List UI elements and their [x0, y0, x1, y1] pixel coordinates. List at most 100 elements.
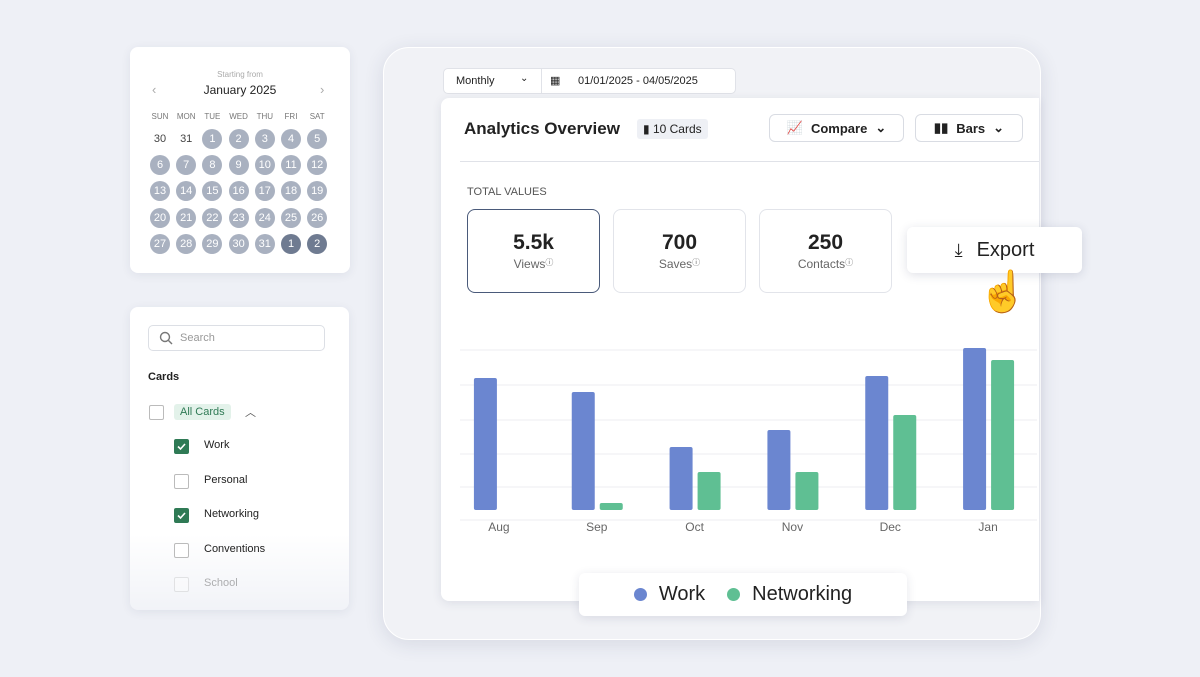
date-bar: Monthly ⌄ ▦ 01/01/2025 - 04/05/2025	[443, 68, 736, 94]
divider	[460, 161, 1039, 162]
weekday: WED	[229, 112, 248, 121]
check-mark	[177, 512, 186, 520]
day[interactable]: 31	[254, 233, 275, 254]
view-button[interactable]: ▮▮ Bars ⌄	[915, 114, 1023, 142]
day[interactable]: 1	[281, 233, 301, 254]
day[interactable]: 28	[176, 233, 197, 254]
all-cards-chip[interactable]: All Cards	[174, 404, 231, 420]
checkbox[interactable]	[174, 577, 189, 592]
check-mark	[177, 443, 186, 451]
search-box[interactable]: Search	[148, 325, 325, 351]
day[interactable]: 4	[281, 129, 301, 149]
stat-label: Viewsⓘ	[468, 257, 599, 271]
section-title: Cards	[148, 371, 180, 383]
checkbox-label: Conventions	[204, 542, 266, 555]
filter-card: Search Cards All Cards ︿ Work Personal Net…	[130, 307, 349, 610]
cards-badge: ▮ 10 Cards	[637, 119, 708, 139]
day[interactable]: 13	[150, 181, 170, 202]
day[interactable]: 15	[202, 181, 223, 202]
collapse-icon[interactable]: ︿	[245, 407, 256, 419]
search-placeholder: Search	[180, 332, 215, 344]
day[interactable]: 2	[228, 129, 249, 149]
legend-label: Networking	[752, 583, 853, 605]
day[interactable]: 25	[281, 207, 301, 228]
day[interactable]: 22	[202, 207, 223, 228]
weekday: MON	[176, 112, 196, 121]
checkbox[interactable]	[149, 405, 164, 420]
stat-value: 700	[661, 231, 698, 254]
day[interactable]: 19	[307, 181, 328, 202]
info-icon: ⓘ	[545, 258, 554, 267]
day[interactable]: 14	[176, 181, 197, 202]
checkbox[interactable]	[174, 542, 189, 558]
day[interactable]: 29	[202, 233, 223, 254]
day[interactable]: 2	[307, 233, 328, 254]
legend-item: Work	[633, 583, 706, 606]
day[interactable]: 3	[254, 129, 275, 149]
day[interactable]: 17	[254, 181, 275, 202]
stat-card: 700 Savesⓘ	[613, 209, 746, 293]
x-tick-label: Oct	[685, 520, 704, 534]
day[interactable]: 24	[254, 207, 275, 228]
day[interactable]: 6	[150, 155, 170, 176]
chevron: ⌄	[520, 73, 529, 84]
checkbox[interactable]	[174, 439, 189, 454]
totals-heading: TOTAL VALUES	[467, 186, 547, 198]
weekday: THU	[256, 112, 274, 121]
badge-text: 10 Cards	[652, 122, 702, 136]
bar	[767, 430, 791, 510]
stat-value: 250	[807, 231, 844, 254]
legend-swatch	[633, 588, 647, 601]
stat-label: Contactsⓘ	[760, 257, 891, 271]
calendar-month: January 2025	[203, 83, 277, 97]
checkbox[interactable]	[174, 508, 189, 523]
bar	[697, 472, 721, 510]
day[interactable]: 18	[281, 181, 301, 202]
day[interactable]: 1	[202, 129, 223, 149]
stat-card: 250 Contactsⓘ	[759, 209, 892, 293]
icon: ▮▮	[933, 120, 949, 135]
next-month[interactable]: ›	[320, 82, 325, 97]
title: Analytics Overview	[464, 119, 620, 138]
stat-label-text: Saves	[658, 257, 693, 271]
day[interactable]: 9	[228, 155, 249, 176]
prev-month[interactable]: ‹	[152, 82, 157, 97]
compare-button[interactable]: 📈 Compare ⌄	[769, 114, 904, 142]
x-tick-label: Dec	[880, 520, 901, 534]
bar	[571, 392, 595, 510]
date-range[interactable]: 01/01/2025 - 04/05/2025	[578, 75, 698, 87]
day[interactable]: 31	[180, 133, 193, 145]
day[interactable]: 12	[307, 155, 328, 176]
day[interactable]: 7	[176, 155, 197, 176]
day[interactable]: 11	[281, 155, 301, 176]
view-label: Bars	[956, 120, 986, 136]
day[interactable]: 30	[228, 233, 249, 254]
legend-item: Networking	[727, 583, 852, 606]
bar	[473, 378, 497, 510]
day[interactable]: 10	[254, 155, 275, 176]
x-tick-label: Nov	[782, 520, 803, 534]
day[interactable]: 21	[176, 207, 197, 228]
chevron: ⌄	[875, 120, 887, 135]
day[interactable]: 5	[307, 129, 328, 149]
day[interactable]: 27	[150, 233, 170, 254]
day[interactable]: 26	[307, 207, 328, 228]
day[interactable]: 30	[153, 133, 167, 145]
checkbox-label: School	[204, 577, 238, 589]
export-label: Export	[976, 238, 1035, 261]
day[interactable]: 20	[150, 207, 170, 228]
day[interactable]: 23	[228, 207, 249, 228]
checkbox-label: Personal	[204, 473, 248, 486]
export-button[interactable]: ⤓ Export	[907, 227, 1082, 273]
bar	[893, 415, 917, 510]
weekday: FRI	[284, 112, 298, 121]
stat-label-text: Contacts	[797, 257, 846, 271]
cursor-hand: ☝	[978, 270, 1028, 314]
legend-label: Work	[658, 583, 706, 605]
checkbox[interactable]	[174, 473, 189, 489]
day[interactable]: 16	[228, 181, 249, 202]
day[interactable]: 8	[202, 155, 223, 176]
period-select[interactable]: Monthly	[456, 75, 495, 87]
